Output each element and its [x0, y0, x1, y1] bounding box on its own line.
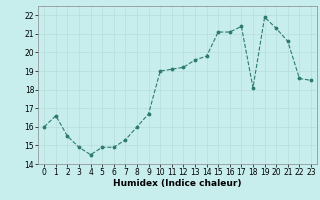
X-axis label: Humidex (Indice chaleur): Humidex (Indice chaleur) [113, 179, 242, 188]
